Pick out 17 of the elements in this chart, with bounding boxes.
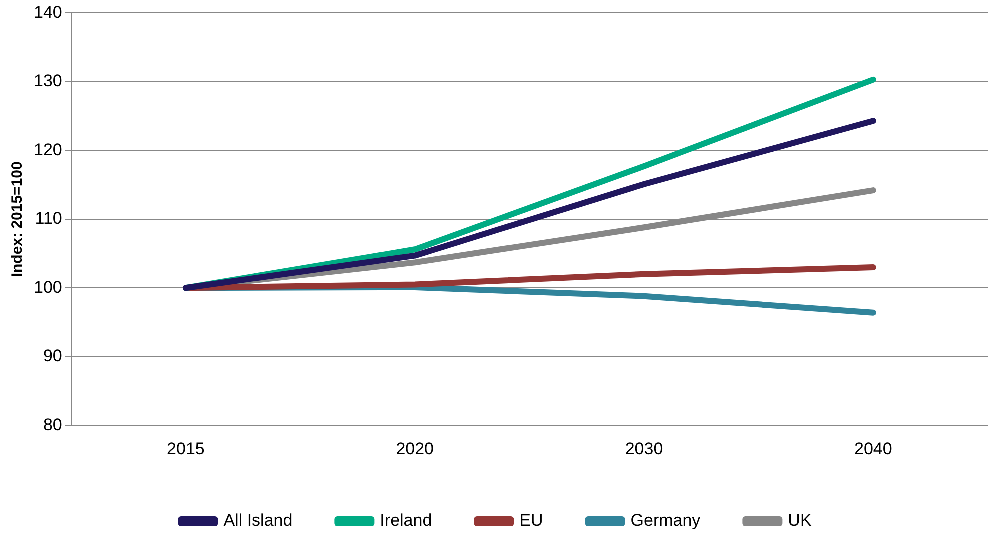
x-tick-label: 2020 [396, 439, 434, 458]
y-tick-label: 140 [34, 2, 62, 22]
y-tick-label: 130 [34, 72, 62, 91]
x-tick-label: 2040 [854, 439, 892, 458]
y-tick-label: 100 [34, 278, 62, 297]
legend-label: Germany [630, 511, 702, 530]
y-tick-label: 80 [43, 415, 62, 434]
legend-label: All Island [224, 511, 293, 530]
y-tick-label: 110 [35, 209, 62, 228]
y-tick-label: 90 [43, 346, 62, 366]
legend-label: EU [520, 511, 544, 530]
x-tick-label: 2030 [625, 439, 664, 458]
legend-label: UK [788, 511, 812, 530]
x-tick-label: 2015 [167, 439, 205, 458]
y-axis-title: Index: 2015=100 [9, 162, 26, 278]
y-tick-label: 120 [34, 140, 62, 160]
legend-label: Ireland [380, 511, 432, 530]
